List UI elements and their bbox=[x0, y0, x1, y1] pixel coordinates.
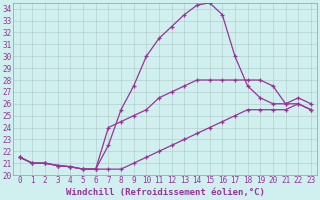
X-axis label: Windchill (Refroidissement éolien,°C): Windchill (Refroidissement éolien,°C) bbox=[66, 188, 265, 197]
